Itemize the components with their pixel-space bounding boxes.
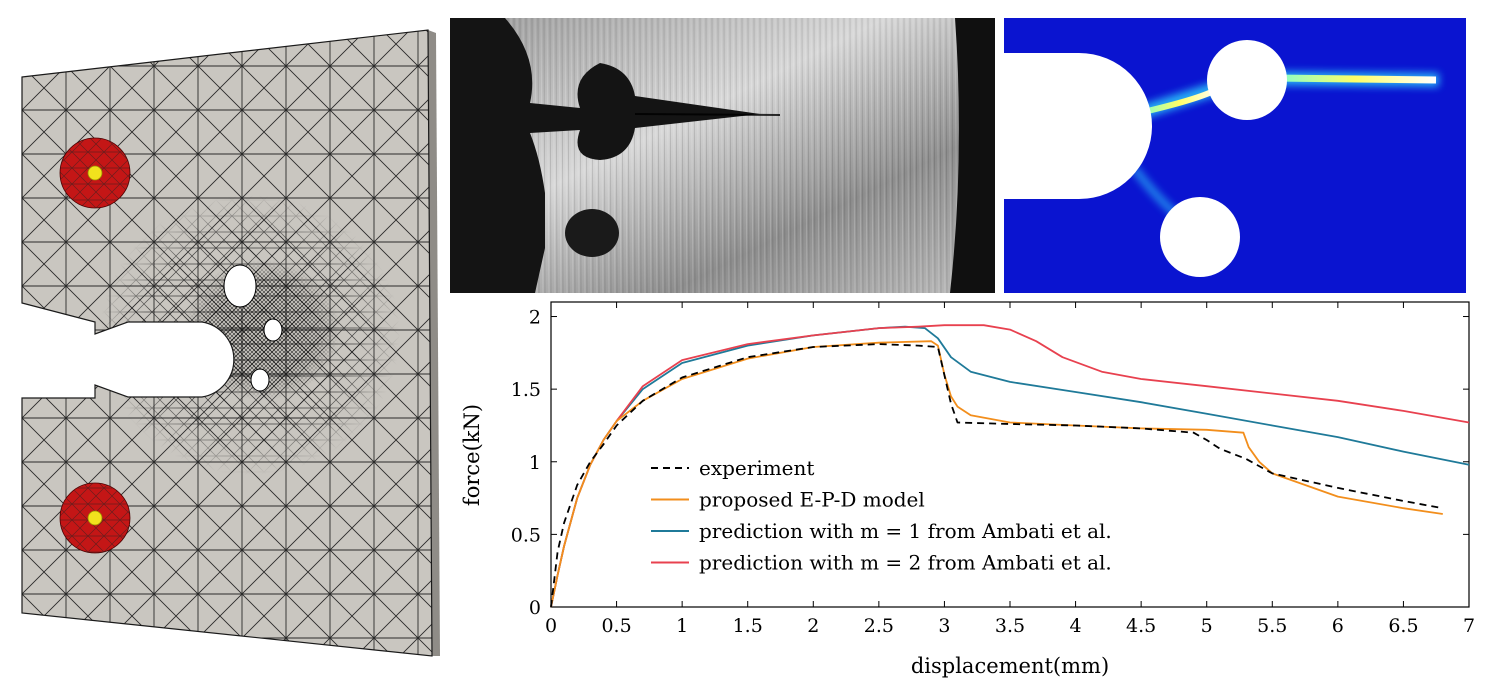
series-line-0: [550, 343, 1443, 608]
y-tick-label: 0: [529, 597, 541, 619]
x-tick-label: 0.5: [601, 615, 631, 637]
specimen-body: [22, 30, 432, 656]
middle-hole: [263, 318, 283, 342]
plot-frame: [550, 301, 1470, 608]
y-tick-label: 2: [529, 307, 541, 329]
legend-label-1: proposed E-P-D model: [699, 488, 925, 512]
x-tick-label: 5.5: [1257, 615, 1287, 637]
legend-label-0: experiment: [699, 456, 814, 480]
x-tick-label: 0: [545, 615, 557, 637]
x-tick-label: 3.5: [995, 615, 1025, 637]
lower-pin-center: [87, 510, 103, 526]
mesh-model-panel: [0, 0, 440, 688]
phase-field-contour-panel: [1004, 18, 1466, 293]
mesh-model-image: [21, 29, 440, 657]
phase-field-contour: [1004, 18, 1466, 293]
crack-path-2: [1273, 74, 1437, 84]
contour-notch: [1004, 53, 1152, 199]
y-axis-label: force(kN): [460, 404, 484, 506]
photo-crack: [634, 113, 781, 116]
y-axis: 0 0.5 1 1.5 2: [511, 307, 1469, 619]
experiment-photo: [450, 18, 995, 293]
x-tick-label: 5: [1201, 615, 1213, 637]
x-tick-label: 6.5: [1388, 615, 1418, 637]
force-displacement-chart: 0 0.5 1 1.5 2 2.5 3 3.5 4 4.5 5 5.5 6 6.5 7 00.511.52 …: [460, 301, 1475, 678]
x-tick-label: 7: [1463, 615, 1475, 637]
x-axis-label: displacement(mm): [911, 654, 1109, 678]
photo-notch-shadow: [450, 18, 760, 293]
x-tick-label: 1: [676, 615, 688, 637]
y-tick-label: 1: [529, 452, 541, 474]
x-axis: 0 0.5 1 1.5 2 2.5 3 3.5 4 4.5 5 5.5 6 6.5 7: [545, 302, 1475, 637]
experiment-photo-panel: [450, 18, 995, 293]
lower-hole: [250, 368, 270, 392]
legend-label-2: prediction with m = 1 from Ambati et al.: [699, 519, 1112, 543]
legend-label-3: prediction with m = 2 from Ambati et al.: [699, 551, 1112, 575]
y-tick-label: 1.5: [511, 379, 541, 401]
series-layer: [550, 324, 1470, 608]
upper-pin-center: [87, 165, 103, 181]
force-displacement-chart-panel: 0 0.5 1 1.5 2 2.5 3 3.5 4 4.5 5 5.5 6 6.5 7 0 0.5 1 1.5 2 …: [455, 290, 1485, 688]
x-tick-label: 1.5: [733, 615, 763, 637]
x-tick-label: 4: [1070, 615, 1082, 637]
x-tick-label: 3: [938, 615, 950, 637]
x-tick-label: 2.5: [864, 615, 894, 637]
photo-right-grip: [950, 18, 995, 293]
x-tick-label: 2: [807, 615, 819, 637]
legend: experiment proposed E-P-D model prediction…: [651, 456, 1112, 575]
x-tick-label: 6: [1332, 615, 1344, 637]
y-tick-label: 0.5: [511, 524, 541, 546]
photo-hole: [565, 209, 619, 257]
x-tick-label: 4.5: [1126, 615, 1156, 637]
contour-upper-hole: [1207, 40, 1287, 120]
contour-lower-hole: [1160, 197, 1240, 277]
upper-hole: [223, 264, 257, 308]
